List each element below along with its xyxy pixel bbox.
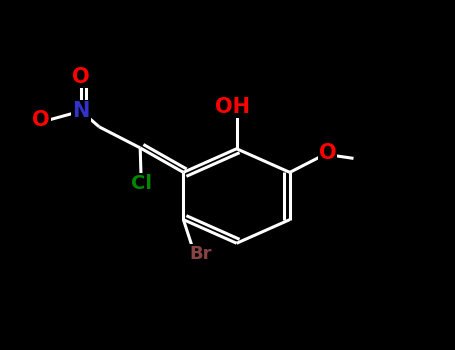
Text: O: O: [72, 67, 90, 87]
Text: N: N: [72, 101, 90, 121]
Text: OH: OH: [215, 97, 249, 118]
Text: O: O: [32, 110, 50, 130]
Text: O: O: [319, 143, 336, 163]
Text: Cl: Cl: [131, 174, 152, 194]
Text: Br: Br: [189, 245, 212, 263]
